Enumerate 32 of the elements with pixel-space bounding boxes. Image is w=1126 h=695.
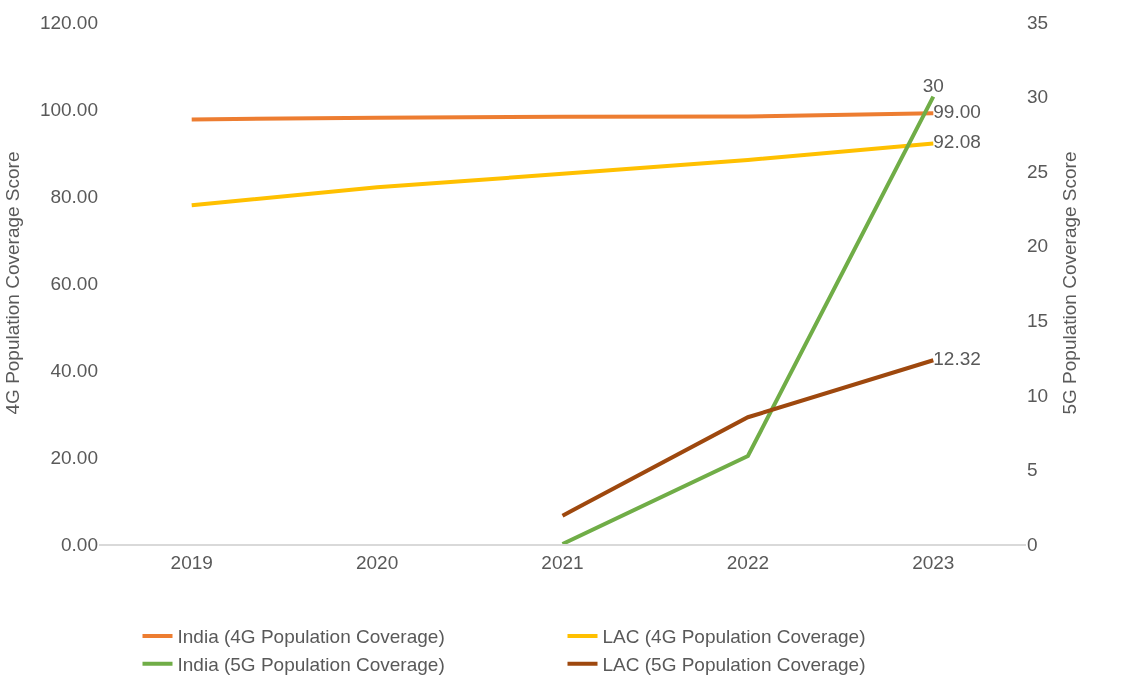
line-series (189, 111, 936, 122)
y2-tick-label: 10 (1027, 384, 1049, 406)
y2-tick-label: 30 (1027, 86, 1049, 108)
y2-tick-label: 15 (1027, 309, 1049, 331)
x-tick-label: 2022 (726, 551, 770, 573)
y-tick-label: 40.00 (50, 359, 98, 381)
line-series (189, 141, 936, 208)
y-tick-label: 120.00 (39, 11, 98, 33)
legend-label: LAC (4G Population Coverage) (602, 626, 866, 648)
x-tick-label: 2021 (541, 551, 584, 573)
x-tick-label: 2019 (170, 551, 213, 573)
legend-label: India (5G Population Coverage) (177, 654, 445, 676)
y2-tick-label: 0 (1027, 533, 1038, 555)
data-label: 30 (922, 74, 944, 96)
data-label: 12.32 (933, 348, 981, 370)
legend-label: India (4G Population Coverage) (177, 626, 445, 648)
y2-tick-label: 5 (1027, 459, 1038, 481)
y2-axis-title: 5G Population Coverage Score (1058, 151, 1080, 415)
y-axis-title: 4G Population Coverage Score (1, 151, 23, 415)
y-tick-label: 0.00 (61, 533, 98, 555)
data-label: 99.00 (933, 101, 981, 123)
y-tick-label: 80.00 (50, 185, 98, 207)
x-tick-label: 2023 (912, 551, 955, 573)
legend-label: LAC (5G Population Coverage) (602, 654, 866, 676)
y2-tick-label: 35 (1027, 11, 1049, 33)
x-tick-label: 2020 (355, 551, 399, 573)
y-tick-label: 20.00 (50, 446, 98, 468)
y-tick-label: 100.00 (39, 98, 98, 120)
y2-tick-label: 25 (1027, 160, 1049, 182)
y2-tick-label: 20 (1027, 235, 1049, 257)
y-tick-label: 60.00 (50, 272, 98, 294)
data-label: 92.08 (933, 131, 981, 153)
